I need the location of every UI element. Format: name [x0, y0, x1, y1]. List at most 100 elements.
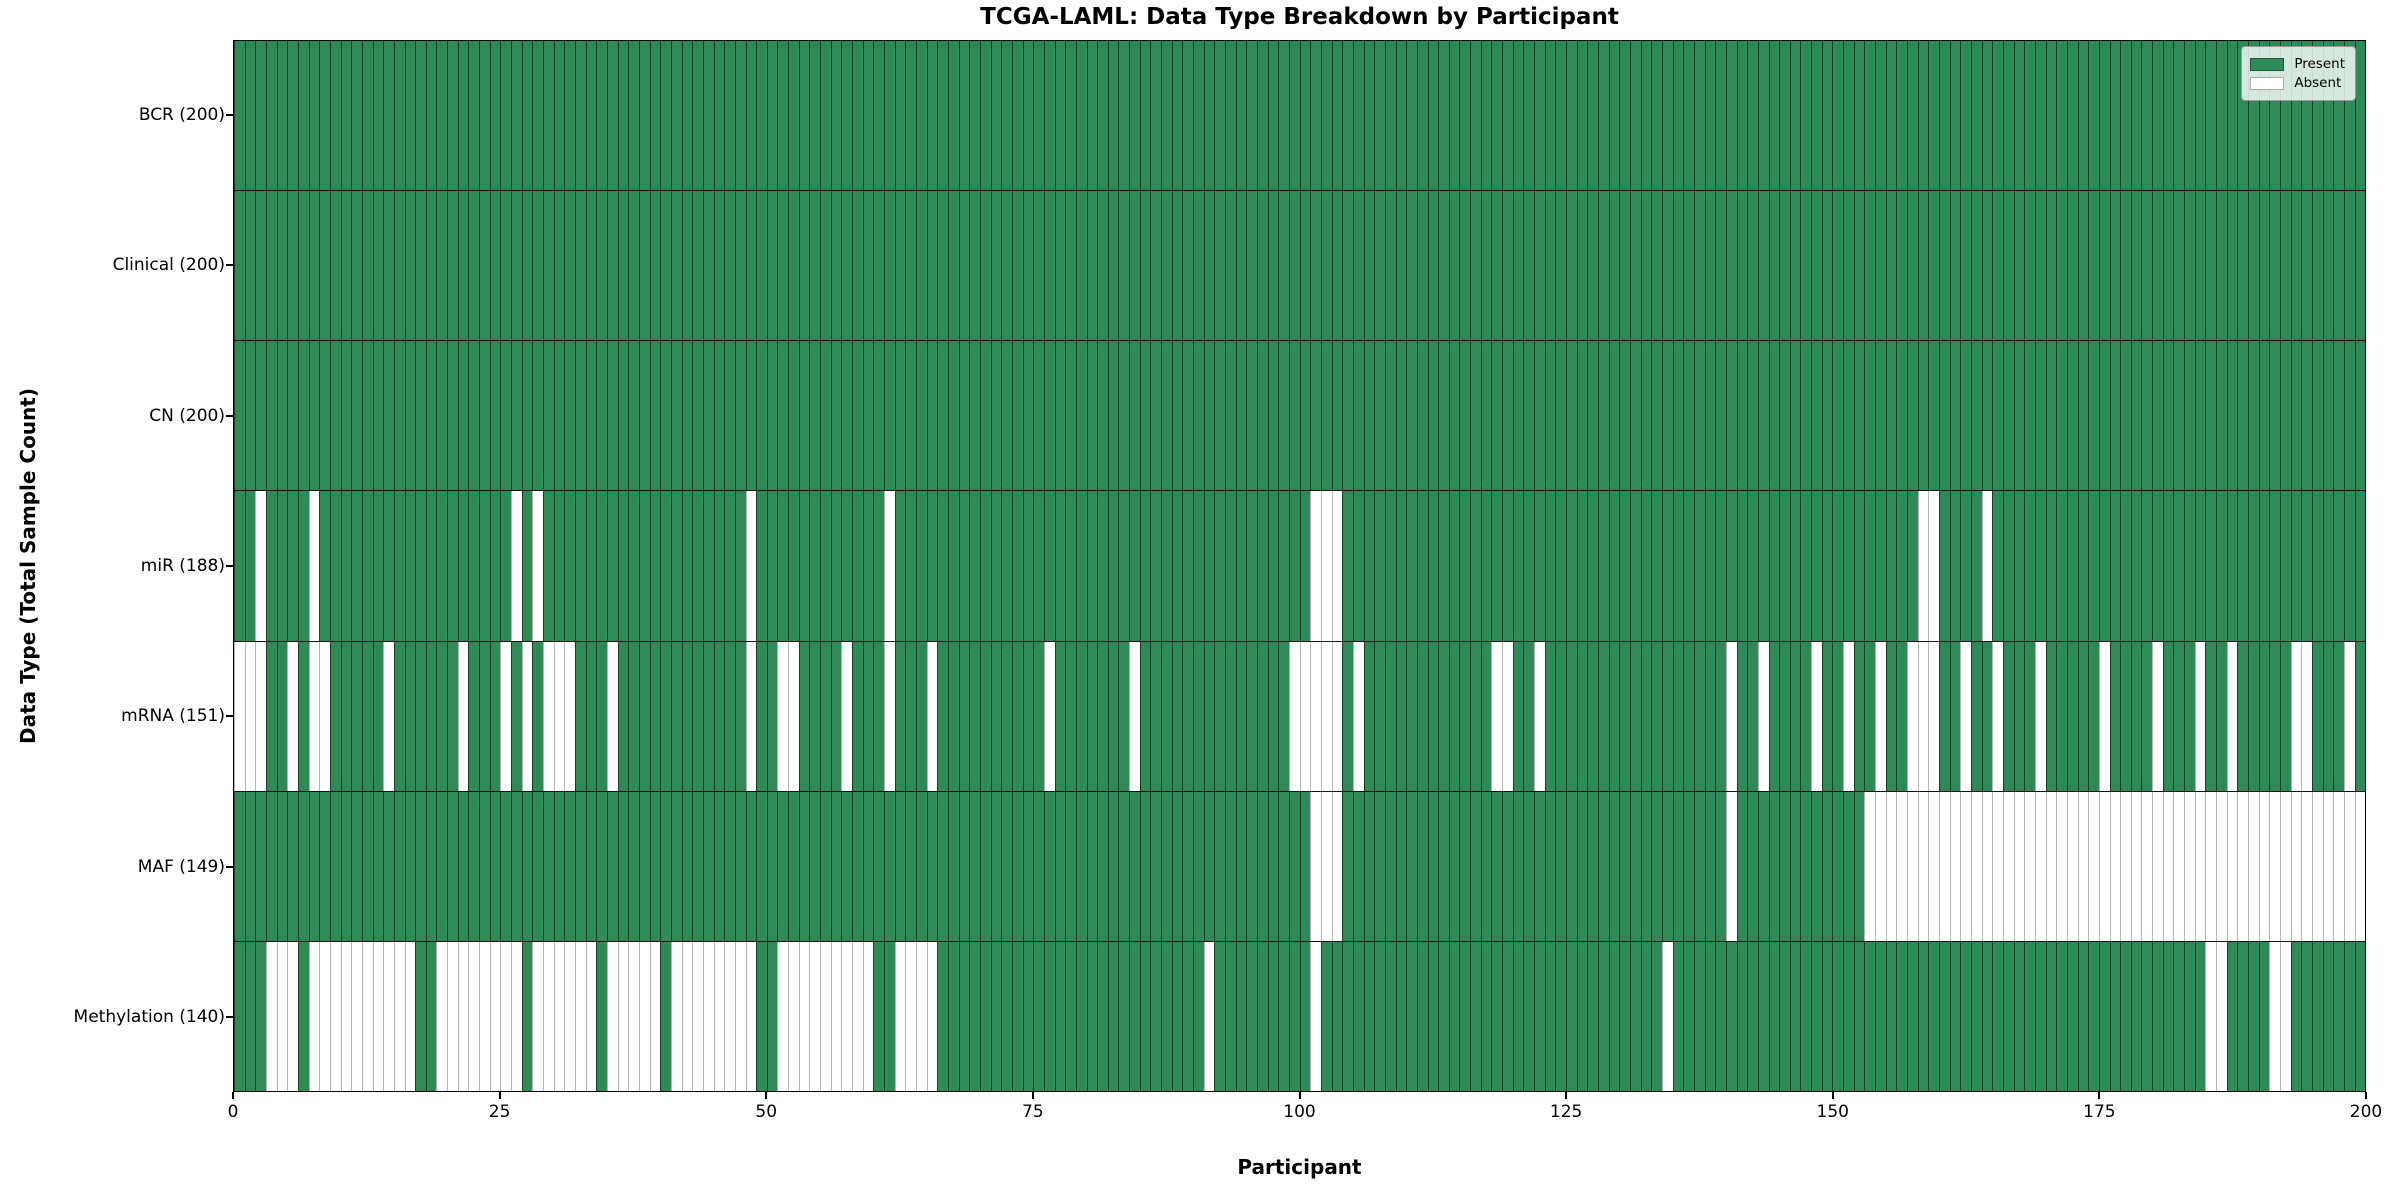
heatmap-cell — [2343, 641, 2355, 791]
heatmap-cell — [1779, 641, 1790, 791]
heatmap-cell — [1832, 41, 1844, 191]
heatmap-cell — [947, 41, 959, 191]
heatmap-cell — [1875, 341, 1886, 491]
heatmap-cell — [2237, 941, 2249, 1091]
x-tick-mark — [232, 1092, 234, 1099]
heatmap-cell — [2216, 41, 2227, 191]
heatmap-cell — [2130, 341, 2142, 491]
heatmap-cell — [329, 341, 341, 491]
heatmap-cell — [1629, 191, 1641, 341]
heatmap-cell — [1448, 191, 1460, 341]
heatmap-cell — [1427, 941, 1439, 1091]
heatmap-cell — [425, 41, 437, 191]
heatmap-cell — [2077, 941, 2089, 1091]
heatmap-cell — [2045, 641, 2057, 791]
heatmap-cell — [1203, 341, 1215, 491]
heatmap-cell — [2024, 641, 2035, 791]
heatmap-cell — [841, 641, 853, 791]
heatmap-cell — [1491, 791, 1503, 941]
heatmap-cell — [670, 191, 682, 341]
heatmap-cell — [404, 791, 416, 941]
heatmap-cell — [1331, 791, 1343, 941]
heatmap-cell — [276, 791, 288, 941]
heatmap-cell — [244, 41, 256, 191]
heatmap-cell — [1011, 341, 1023, 491]
heatmap-cell — [1352, 641, 1364, 791]
heatmap-cell — [1693, 641, 1705, 791]
heatmap-cell — [2024, 341, 2035, 491]
heatmap-cell — [425, 491, 437, 641]
heatmap-cell — [2280, 941, 2291, 1091]
heatmap-cell — [745, 941, 757, 1091]
heatmap-cell — [2034, 491, 2046, 641]
heatmap-cell — [596, 191, 607, 341]
heatmap-cell — [489, 341, 501, 491]
heatmap-cell — [852, 191, 863, 341]
heatmap-cell — [1853, 341, 1865, 491]
heatmap-cell — [425, 191, 437, 341]
heatmap-cell — [2248, 641, 2259, 791]
heatmap-cell — [2056, 941, 2067, 1091]
heatmap-cell — [1576, 791, 1588, 941]
heatmap-cell — [2024, 791, 2035, 941]
heatmap-cell — [244, 941, 256, 1091]
heatmap-cell — [1736, 491, 1748, 641]
heatmap-cell — [1960, 641, 1971, 791]
heatmap-cell — [1598, 191, 1609, 341]
heatmap-cell — [287, 641, 298, 791]
heatmap-cell — [1065, 341, 1076, 491]
heatmap-cell — [1715, 41, 1726, 191]
heatmap-cell — [1843, 791, 1854, 941]
heatmap-cell — [585, 941, 597, 1091]
heatmap-cell — [1992, 191, 2003, 341]
heatmap-cell — [543, 41, 554, 191]
heatmap-cell — [2258, 191, 2270, 341]
heatmap-cell — [1033, 491, 1044, 641]
heatmap-cell — [617, 341, 629, 491]
heatmap-cell — [692, 491, 703, 641]
heatmap-cell — [436, 791, 448, 941]
heatmap-cell — [500, 341, 512, 491]
heatmap-cell — [2034, 941, 2046, 1091]
heatmap-cell — [1757, 941, 1769, 1091]
heatmap-cell — [2226, 191, 2238, 341]
heatmap-cell — [1800, 641, 1812, 791]
heatmap-cell — [425, 791, 437, 941]
heatmap-cell — [937, 41, 948, 191]
heatmap-cell — [329, 191, 341, 341]
heatmap-cell — [1853, 791, 1865, 941]
heatmap-cell — [372, 641, 384, 791]
heatmap-cell — [1896, 941, 1908, 1091]
heatmap-cell — [916, 791, 927, 941]
heatmap-cell — [1640, 491, 1652, 641]
heatmap-cell — [1619, 941, 1630, 1091]
heatmap-cell — [1182, 491, 1194, 641]
heatmap-cell — [1768, 341, 1780, 491]
heatmap-cell — [511, 791, 522, 941]
heatmap-cell — [1246, 191, 1257, 341]
heatmap-cell — [1246, 41, 1257, 191]
chart-title: TCGA-LAML: Data Type Breakdown by Partic… — [980, 4, 1619, 30]
heatmap-cell — [1097, 341, 1108, 491]
heatmap-cell — [1214, 341, 1226, 491]
heatmap-cell — [1651, 41, 1662, 191]
heatmap-cell — [1161, 491, 1172, 641]
heatmap-cell — [1651, 491, 1662, 641]
heatmap-cell — [2248, 191, 2259, 341]
heatmap-cell — [638, 641, 650, 791]
heatmap-cell — [1161, 791, 1172, 941]
heatmap-cell — [756, 791, 767, 941]
heatmap-cell — [1928, 941, 1939, 1091]
heatmap-cell — [1203, 791, 1215, 941]
heatmap-cell — [276, 41, 288, 191]
heatmap-cell — [798, 791, 810, 941]
heatmap-cell — [724, 491, 735, 641]
heatmap-cell — [1864, 641, 1876, 791]
heatmap-cell — [1161, 341, 1172, 491]
heatmap-cell — [372, 941, 384, 1091]
heatmap-cell — [617, 641, 629, 791]
heatmap-cell — [1416, 641, 1428, 791]
heatmap-cell — [777, 41, 789, 191]
heatmap-cell — [947, 941, 959, 1091]
heatmap-cell — [1288, 641, 1300, 791]
